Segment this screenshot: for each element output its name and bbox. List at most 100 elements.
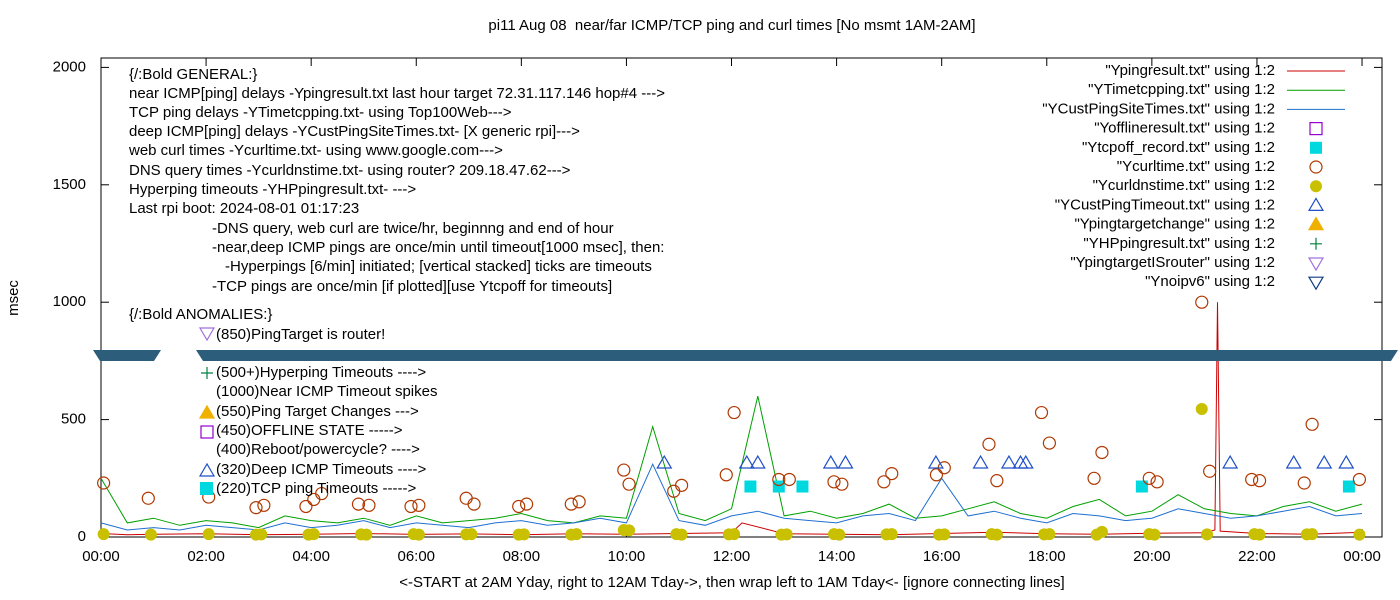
y-tick-label: 500 xyxy=(61,411,86,428)
plot-layer: 0 500 1000 1500 2000 00:00 02:00 04:00 06:00 08:0… xyxy=(53,58,1382,565)
marker xyxy=(1285,454,1302,469)
x-tick-label: 12:00 xyxy=(713,548,751,565)
marker xyxy=(1142,471,1156,485)
marker xyxy=(885,528,898,541)
marker xyxy=(927,454,944,469)
legend-label: "Ynoipv6" using 1:2 xyxy=(1145,273,1275,290)
annotation: (550)Ping Target Changes ---> xyxy=(216,403,419,420)
x-tick-label: 10:00 xyxy=(608,548,646,565)
marker xyxy=(727,405,741,420)
legend-label: "YpingtargetISrouter" using 1:2 xyxy=(1070,254,1275,271)
marker xyxy=(1095,525,1108,538)
marker xyxy=(570,528,583,541)
x-tick-label: 00:00 xyxy=(82,548,120,565)
marker xyxy=(412,528,425,541)
icon xyxy=(201,367,213,379)
annotation: -DNS query, web curl are twice/hr, begin… xyxy=(212,220,614,237)
marker xyxy=(1095,445,1109,460)
marker xyxy=(772,472,786,487)
marker xyxy=(299,499,313,514)
legend-label: "Ypingresult.txt" using 1:2 xyxy=(1105,62,1275,79)
marker xyxy=(617,463,631,477)
marker xyxy=(1042,436,1057,450)
marker xyxy=(1135,480,1148,493)
annotation: (450)OFFLINE STATE -----> xyxy=(216,422,403,439)
annotation: (850)PingTarget is router! xyxy=(216,326,385,343)
annotation: web curl times -Ycurltime.txt- using www… xyxy=(128,142,503,159)
marker xyxy=(1017,454,1034,469)
x-tick-label: 06:00 xyxy=(397,548,435,565)
marker xyxy=(972,454,989,469)
series-line xyxy=(100,395,1363,529)
marker xyxy=(351,497,366,511)
icon xyxy=(198,462,216,477)
marker xyxy=(519,497,534,511)
annotation: -Hyperpings [6/min] initiated; [vertical… xyxy=(225,258,652,275)
legend-swatch xyxy=(1310,141,1322,154)
marker xyxy=(459,491,473,505)
marker xyxy=(572,495,586,509)
legend-label: "YCustPingSiteTimes.txt" using 1:2 xyxy=(1042,100,1275,117)
marker xyxy=(929,468,944,482)
marker xyxy=(990,528,1003,541)
x-tick-label: 02:00 xyxy=(187,548,225,565)
marker xyxy=(315,486,329,501)
chart-title: pi11 Aug 08 near/far ICMP/TCP ping and c… xyxy=(488,17,975,34)
marker xyxy=(822,454,839,469)
legend-label: "Ycurltime.txt" using 1:2 xyxy=(1117,158,1275,175)
legend-swatch xyxy=(1310,180,1322,193)
marker xyxy=(656,454,673,469)
marker xyxy=(833,528,846,541)
marker xyxy=(1253,528,1266,541)
marker xyxy=(362,498,376,512)
legend-swatch xyxy=(1309,121,1323,136)
band-piece xyxy=(196,350,1398,361)
series-line xyxy=(100,462,1363,531)
band-piece xyxy=(93,350,161,361)
marker xyxy=(1087,471,1101,485)
marker xyxy=(1245,472,1259,487)
marker xyxy=(1305,417,1319,431)
annotation: Hyperping timeouts -YHPpingresult.txt- -… xyxy=(129,181,416,198)
marker xyxy=(796,480,809,493)
legend-label: "Ytcpoff_record.txt" using 1:2 xyxy=(1082,139,1275,156)
marker xyxy=(307,528,320,541)
marker xyxy=(144,528,157,541)
marker xyxy=(517,528,530,541)
marker xyxy=(1148,528,1161,541)
x-tick-label: 20:00 xyxy=(1133,548,1171,565)
annotation: near ICMP[ping] delays -Ypingresult.txt … xyxy=(129,85,665,102)
legend-label: "Ycurldnstime.txt" using 1:2 xyxy=(1093,177,1275,194)
annotation: Last rpi boot: 2024-08-01 01:17:23 xyxy=(129,200,359,217)
marker xyxy=(780,528,793,541)
x-axis-label: <-START at 2AM Yday, right to 12AM Tday-… xyxy=(399,574,1064,591)
marker xyxy=(412,498,426,512)
y-tick-label: 1500 xyxy=(53,176,86,193)
marker xyxy=(1316,454,1333,469)
marker xyxy=(885,467,899,481)
legend-swatch xyxy=(1307,197,1325,211)
marker xyxy=(1306,528,1319,541)
y-tick-label: 2000 xyxy=(53,58,86,75)
marker xyxy=(1342,480,1355,493)
marker xyxy=(622,477,636,491)
marker xyxy=(738,454,755,469)
marker xyxy=(982,437,996,451)
marker xyxy=(255,528,268,541)
marker xyxy=(1150,475,1164,489)
marker xyxy=(749,454,766,469)
plot-frame xyxy=(100,57,1383,538)
marker xyxy=(675,478,689,492)
legend-swatch xyxy=(1309,160,1323,174)
annotation: (500+)Hyperping Timeouts ----> xyxy=(216,364,426,381)
marker xyxy=(1012,454,1029,469)
marker xyxy=(1203,464,1217,478)
legend-label: "Yofflineresult.txt" using 1:2 xyxy=(1094,120,1275,137)
marker xyxy=(564,497,578,511)
marker xyxy=(257,498,271,512)
legend-swatch xyxy=(1310,237,1322,250)
x-tick-label: 18:00 xyxy=(1028,548,1066,565)
marker xyxy=(623,524,636,537)
marker xyxy=(719,468,733,482)
series-line xyxy=(100,302,1363,536)
